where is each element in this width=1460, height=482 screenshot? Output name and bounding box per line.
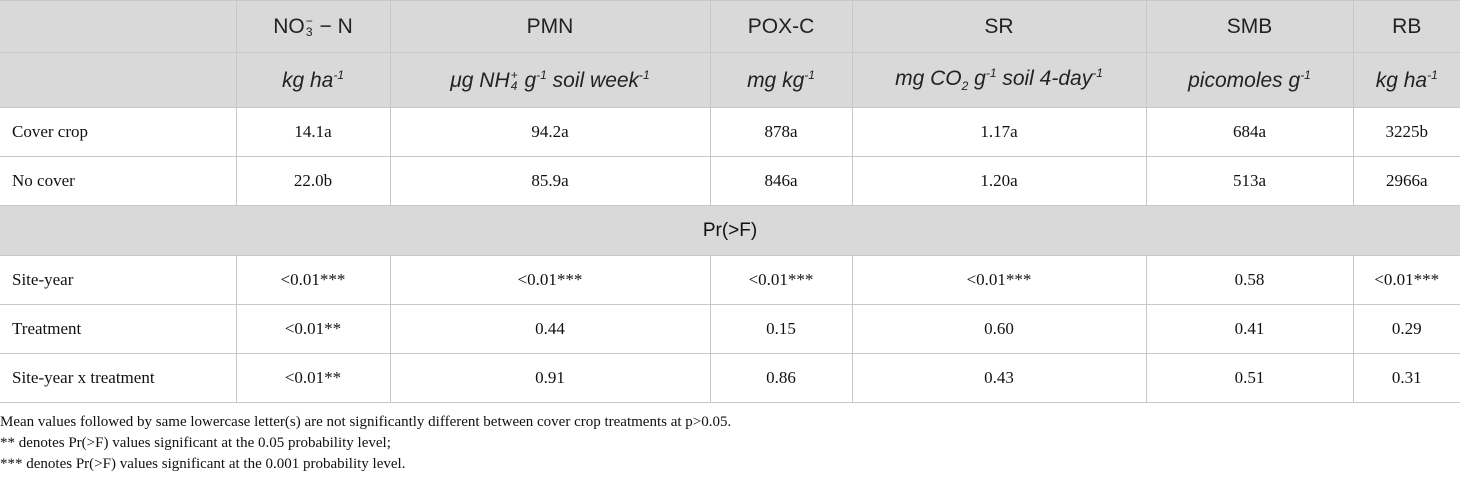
- value-cell: <0.01***: [851, 255, 1147, 305]
- value-cell: 94.2a: [389, 107, 711, 157]
- header-row: NO −3 − N PMN POX-C SR SMB RB: [0, 0, 1460, 53]
- value-cell: 0.43: [851, 353, 1147, 403]
- superscript: -1: [536, 67, 547, 82]
- subscript: 4: [510, 78, 518, 93]
- superscript: -1: [1300, 67, 1311, 82]
- text-run: picomoles g: [1188, 68, 1301, 92]
- units-row-cell: mg CO2 g-1 soil 4-day-1: [851, 52, 1147, 108]
- data-row: Cover crop 14.1a 94.2a 878a 1.17a 684a 3225b: [0, 107, 1460, 157]
- value-cell: 684a: [1145, 107, 1354, 157]
- value-cell: <0.01**: [235, 353, 391, 403]
- value-cell: 3225b: [1352, 107, 1460, 157]
- superscript: -1: [639, 67, 650, 82]
- text-run: SMB: [1226, 14, 1273, 38]
- footnotes: Mean values followed by same lowercase l…: [0, 412, 1460, 475]
- value-cell: <0.01***: [709, 255, 853, 305]
- header-row-cell: SR: [851, 0, 1147, 53]
- text-run: soil 4-day: [996, 67, 1093, 91]
- value-cell: 2966a: [1352, 156, 1460, 206]
- text-run: POX-C: [747, 14, 815, 38]
- value-cell: 1.17a: [851, 107, 1147, 157]
- superscript: -1: [1092, 66, 1103, 81]
- row-label: Treatment: [0, 304, 237, 354]
- value-cell: 0.31: [1352, 353, 1460, 403]
- text-run: kg ha: [1375, 68, 1428, 92]
- header-row-cell: PMN: [389, 0, 711, 53]
- text-run: PMN: [526, 14, 574, 38]
- units-row: kg ha-1 μg NH +4 g-1 soil week-1 mg kg-1 mg …: [0, 52, 1460, 108]
- results-table: NO −3 − N PMN POX-C SR SMB RB kg ha-1 μg NH +4 g-…: [0, 0, 1460, 403]
- row-label: Site-year x treatment: [0, 353, 237, 403]
- value-cell: 22.0b: [235, 156, 391, 206]
- superscript: +: [510, 67, 518, 82]
- value-cell: 878a: [709, 107, 853, 157]
- units-row-cell: kg ha-1: [235, 52, 391, 108]
- value-cell: 1.20a: [851, 156, 1147, 206]
- superscript: -1: [333, 67, 345, 82]
- stacked-script: +4: [510, 67, 518, 93]
- text-run: mg kg: [747, 68, 805, 92]
- section-row: Pr(>F): [0, 205, 1460, 256]
- value-cell: 0.44: [389, 304, 711, 354]
- header-row-cell: NO −3 − N: [235, 0, 391, 53]
- value-cell: 513a: [1145, 156, 1354, 206]
- value-cell: 846a: [709, 156, 853, 206]
- empty-cell: [0, 52, 237, 108]
- units-row-cell: μg NH +4 g-1 soil week-1: [389, 52, 711, 108]
- value-cell: 85.9a: [389, 156, 711, 206]
- footnote: ** denotes Pr(>F) values significant at …: [0, 435, 391, 451]
- value-cell: 0.15: [709, 304, 853, 354]
- value-cell: 0.41: [1145, 304, 1354, 354]
- value-cell: 0.86: [709, 353, 853, 403]
- superscript: -1: [985, 66, 997, 81]
- value-cell: <0.01***: [1352, 255, 1460, 305]
- empty-cell: [0, 0, 237, 53]
- text-run: μg NH: [450, 68, 510, 92]
- data-row: Site-year x treatment <0.01** 0.91 0.86 0.43…: [0, 353, 1460, 403]
- value-cell: 0.60: [851, 304, 1147, 354]
- text-run: − N: [313, 14, 353, 38]
- header-row-cell: SMB: [1145, 0, 1354, 53]
- data-row: Treatment <0.01** 0.44 0.15 0.60 0.41 0.29: [0, 304, 1460, 354]
- value-cell: 0.51: [1145, 353, 1354, 403]
- text-run: NO: [273, 14, 305, 38]
- units-row-cell: kg ha-1: [1352, 52, 1460, 108]
- header-row-cell: POX-C: [709, 0, 853, 53]
- row-label: Cover crop: [0, 107, 237, 157]
- value-cell: <0.01***: [389, 255, 711, 305]
- text-run: mg CO: [895, 67, 962, 91]
- section-label: Pr(>F): [0, 205, 1460, 256]
- row-label: Site-year: [0, 255, 237, 305]
- stacked-script: −3: [305, 13, 313, 39]
- value-cell: 0.58: [1145, 255, 1354, 305]
- value-cell: <0.01**: [235, 304, 391, 354]
- text-run: RB: [1392, 14, 1422, 38]
- data-row: Site-year <0.01*** <0.01*** <0.01*** <0.01**…: [0, 255, 1460, 305]
- footnote: *** denotes Pr(>F) values significant at…: [0, 456, 406, 472]
- superscript: -1: [1427, 67, 1438, 82]
- subscript: 3: [305, 24, 313, 39]
- footnote: Mean values followed by same lowercase l…: [0, 414, 732, 430]
- units-row-cell: mg kg-1: [709, 52, 853, 108]
- text-run: kg ha: [281, 68, 334, 92]
- text-run: g: [968, 67, 986, 91]
- value-cell: 14.1a: [235, 107, 391, 157]
- value-cell: <0.01***: [235, 255, 391, 305]
- superscript: −: [305, 13, 313, 28]
- value-cell: 0.29: [1352, 304, 1460, 354]
- data-row: No cover 22.0b 85.9a 846a 1.20a 513a 2966a: [0, 156, 1460, 206]
- value-cell: 0.91: [389, 353, 711, 403]
- superscript: -1: [804, 67, 815, 82]
- text-run: g: [518, 68, 537, 92]
- header-row-cell: RB: [1352, 0, 1460, 53]
- subscript: 2: [961, 79, 969, 94]
- row-label: No cover: [0, 156, 237, 206]
- text-run: SR: [984, 14, 1014, 38]
- units-row-cell: picomoles g-1: [1145, 52, 1354, 108]
- text-run: soil week: [546, 68, 640, 92]
